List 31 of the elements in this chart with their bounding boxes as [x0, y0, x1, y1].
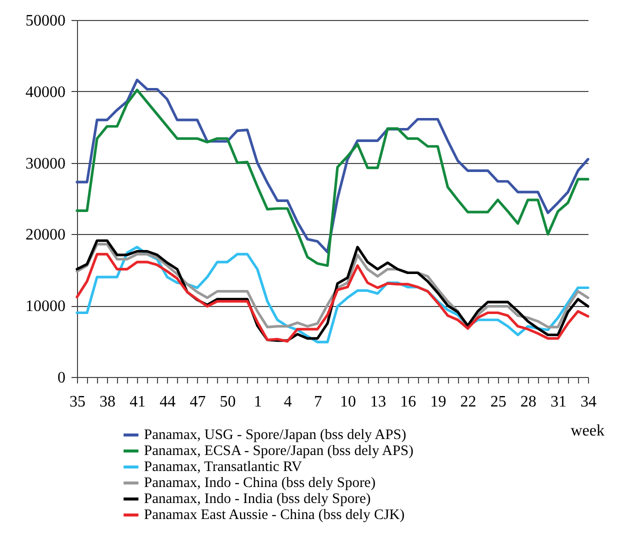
x-axis-title: week	[570, 422, 604, 440]
y-tick-label: 50000	[26, 12, 66, 30]
x-tick-label: 1	[254, 394, 262, 410]
x-tick-label: 10	[340, 394, 356, 410]
x-tick-label: 7	[314, 394, 322, 410]
legend-label: Panamax, Indo - China (bss dely Spore)	[144, 475, 376, 491]
x-tick-label: 41	[130, 394, 146, 410]
y-tick-label: 20000	[26, 226, 66, 244]
x-tick-label: 50	[220, 394, 236, 410]
legend-label: Panamax, USG - Spore/Japan (bss dely APS)	[144, 427, 406, 443]
x-tick-label: 19	[430, 394, 446, 410]
x-tick-label: 25	[490, 394, 506, 410]
x-tick-label: 13	[370, 394, 386, 410]
x-tick-label: 38	[100, 394, 116, 410]
x-tick-label: 34	[580, 394, 596, 410]
x-tick-label: 44	[160, 394, 176, 410]
x-tick-label: 31	[550, 394, 566, 410]
y-tick-label: 0	[58, 370, 66, 386]
legend-label: Panamax, ECSA - Spore/Japan (bss dely APS)	[144, 443, 414, 459]
y-tick-label: 30000	[26, 155, 66, 172]
legend-label: Panamax, Transatlantic RV	[144, 459, 302, 475]
y-tick-label: 10000	[26, 298, 66, 316]
x-tick-label: 28	[520, 394, 536, 410]
x-tick-label: 22	[460, 394, 476, 410]
x-tick-label: 4	[284, 394, 292, 410]
legend-label: Panamax East Aussie - China (bss dely CJK)	[144, 507, 405, 523]
x-tick-label: 47	[190, 394, 206, 410]
legend-label: Panamax, Indo - India (bss dely Spore)	[144, 491, 371, 507]
x-tick-label: 16	[400, 394, 416, 410]
x-tick-label: 35	[70, 394, 86, 410]
y-tick-label: 40000	[26, 84, 66, 101]
